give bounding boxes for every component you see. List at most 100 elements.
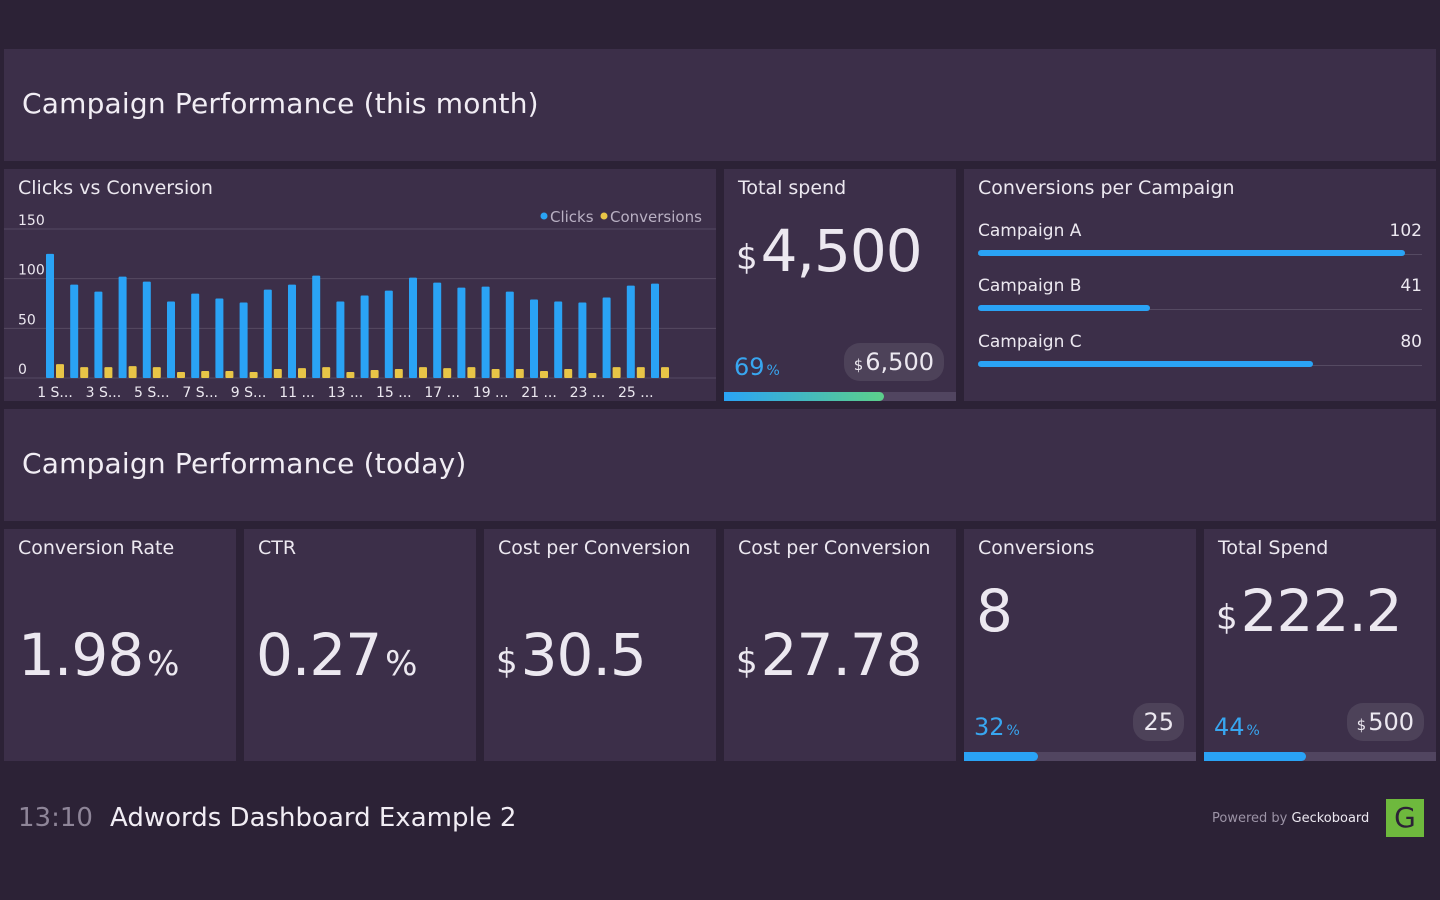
bar-clicks: [167, 301, 175, 378]
bar-clicks: [336, 301, 345, 378]
cost-per-conversion-widget-1: Cost per Conversion $30.5: [484, 529, 716, 761]
campaign-bar-fill: [978, 305, 1150, 311]
bar-conversions: [491, 369, 500, 378]
section-title-month: Campaign Performance (this month): [22, 87, 539, 120]
bar-conversions: [56, 364, 64, 378]
bar-conversions: [152, 367, 161, 378]
campaign-bar-fill: [978, 250, 1406, 256]
widget-title-conversions-per-campaign: Conversions per Campaign: [978, 177, 1235, 199]
bar-clicks: [118, 276, 127, 378]
bar-clicks: [481, 286, 490, 378]
bar-conversions: [128, 366, 137, 378]
clicks-vs-conversion-widget: Clicks vs Conversion 0 50 100 150 1 S... 3 S.…: [4, 169, 716, 401]
bar-clicks: [409, 277, 417, 378]
widget-title-cost-per-conversion: Cost per Conversion: [738, 537, 931, 559]
conversions-progress-track: [964, 752, 1196, 761]
bar-clicks: [384, 290, 393, 378]
bar-clicks: [505, 291, 514, 378]
bar-clicks: [288, 284, 296, 378]
y-tick-label: 100: [18, 263, 45, 279]
bar-clicks: [530, 299, 538, 378]
legend-label: Clicks: [550, 208, 594, 226]
cost-per-conversion-widget-2: Cost per Conversion $27.78: [724, 529, 956, 761]
geckoboard-link: Geckoboard: [1291, 811, 1370, 826]
bar-conversions: [588, 373, 597, 378]
bar-conversions: [661, 367, 669, 378]
bar-conversions: [394, 369, 403, 378]
geckoboard-logo-icon[interactable]: G: [1386, 799, 1424, 837]
bar-conversions: [177, 372, 185, 378]
campaign-value: 80: [1400, 332, 1422, 352]
y-tick-label: 150: [18, 213, 45, 229]
campaign-value: 102: [1389, 221, 1422, 241]
bar-clicks: [360, 295, 369, 378]
powered-by[interactable]: Powered by Geckoboard: [1212, 811, 1370, 826]
x-tick-label: 9 S...: [231, 385, 267, 401]
ctr-widget: CTR 0.27%: [244, 529, 476, 761]
conversions-per-campaign-widget: Conversions per Campaign Campaign A 102 …: [964, 169, 1436, 401]
x-tick-label: 21 ...: [521, 385, 557, 401]
bar-clicks: [70, 284, 79, 378]
conversion-rate-widget: Conversion Rate 1.98%: [4, 529, 236, 761]
bar-conversions: [322, 367, 331, 378]
widget-title-total-spend-today: Total Spend: [1218, 537, 1329, 559]
bar-conversions: [104, 367, 113, 378]
y-tick-label: 50: [18, 312, 36, 328]
bar-conversions: [346, 372, 355, 378]
section-title-today: Campaign Performance (today): [22, 447, 467, 480]
bar-clicks: [46, 253, 54, 378]
bar-conversions: [515, 369, 524, 378]
bar-conversions: [80, 367, 89, 378]
x-tick-label: 7 S...: [182, 385, 218, 401]
campaign-label: Campaign B: [978, 276, 1082, 296]
x-tick-label: 23 ...: [570, 385, 606, 401]
legend-marker: [600, 212, 608, 220]
bar-conversions: [249, 372, 258, 378]
bar-conversions: [273, 369, 282, 378]
total-spend-today-value: $222.2: [1216, 577, 1403, 645]
widget-title-clicks: Clicks vs Conversion: [18, 177, 213, 199]
bar-clicks: [142, 281, 151, 378]
total-spend-target: $6,500: [843, 343, 944, 381]
x-tick-label: 1 S...: [37, 385, 73, 401]
today-section-header: Campaign Performance (today): [4, 409, 1436, 521]
bar-clicks: [94, 291, 103, 378]
total-spend-percent: 69%: [734, 353, 780, 381]
bar-clicks: [626, 285, 635, 378]
bar-conversions: [201, 371, 210, 378]
clock: 13:10: [18, 803, 93, 833]
bar-clicks: [554, 301, 563, 378]
ctr-value: 0.27%: [256, 621, 417, 689]
total-spend-value: $4,500: [736, 217, 923, 285]
x-tick-label: 25 ...: [618, 385, 654, 401]
bar-clicks: [263, 289, 272, 378]
campaign-value: 41: [1400, 276, 1422, 296]
dashboard-title: Adwords Dashboard Example 2: [110, 803, 517, 833]
total-spend-progress-track: [724, 392, 956, 401]
widget-title-cost-per-conversion: Cost per Conversion: [498, 537, 691, 559]
legend-label: Conversions: [610, 208, 702, 226]
cost-per-conversion-value: $30.5: [496, 621, 647, 689]
total-spend-today-progress-fill: [1204, 752, 1307, 761]
bar-clicks: [191, 293, 200, 378]
bar-conversions: [636, 367, 645, 378]
conversions-percent: 32%: [974, 713, 1020, 741]
conversions-progress-fill: [964, 752, 1039, 761]
clicks-chart: 0 50 100 150 1 S... 3 S... 5 S... 7 S... 9 S... 1…: [4, 208, 716, 401]
legend-marker: [540, 212, 548, 220]
bar-clicks: [215, 298, 224, 378]
total-spend-today-percent: 44%: [1214, 713, 1260, 741]
bar-conversions: [467, 367, 476, 378]
widget-title-conversions: Conversions: [978, 537, 1095, 559]
bar-clicks: [457, 287, 466, 378]
conversions-target: 25: [1133, 703, 1184, 741]
bar-conversions: [370, 370, 379, 378]
x-tick-label: 13 ...: [328, 385, 364, 401]
total-spend-progress-fill: [724, 392, 885, 401]
month-section-header: Campaign Performance (this month): [4, 49, 1436, 161]
cost-per-conversion-value: $27.78: [736, 621, 923, 689]
total-spend-today-widget: Total Spend $222.2 44% $500: [1204, 529, 1436, 761]
x-tick-label: 3 S...: [86, 385, 122, 401]
campaign-bar-track: [978, 309, 1422, 310]
bar-conversions: [540, 371, 548, 378]
